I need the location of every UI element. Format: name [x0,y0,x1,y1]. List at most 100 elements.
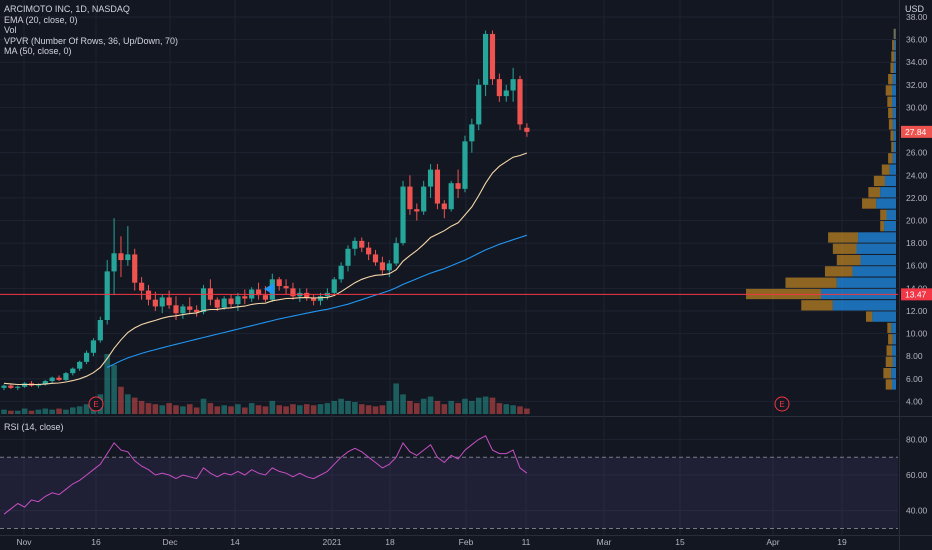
last-price-tag [901,125,932,138]
price-tick-label: 6.00 [906,374,923,384]
vpvr-down-bar [891,51,895,62]
candle-body [421,186,427,212]
volume-bar [372,406,379,414]
time-tick-label: 2021 [323,537,342,547]
vpvr-up-bar [894,51,896,62]
candle-body [366,247,372,255]
price-tick-label: 34.00 [906,57,928,67]
vpvr-down-bar [892,40,895,51]
vpvr-down-bar [885,85,893,96]
time-axis[interactable]: Nov 16 Dec 14 2021 18 Feb 11 Mar 15 Apr 19 [16,537,847,547]
vpvr-up-bar [891,322,896,334]
volume-bar [420,398,427,414]
rsi-pane [0,435,898,529]
legend-vpvr[interactable]: VPVR (Number Of Rows, 36, Up/Down, 70) [4,35,179,46]
volume-bar [235,404,241,414]
candle-body [77,361,83,369]
candle-body [510,79,516,91]
volume-bar [1,409,7,414]
time-tick-label: Mar [597,537,612,547]
candle-body [352,240,358,249]
candle-body [427,169,434,187]
candle-body [434,169,441,204]
volume-bar [49,409,55,414]
vpvr-up-bar [892,334,896,345]
rsi-legend[interactable]: RSI (14, close) [4,422,64,432]
candle-body [496,79,502,97]
volume-bar [242,407,248,414]
vpvr-up-bar [886,209,896,221]
rsi-line [3,435,528,515]
vpvr-up-bar [860,254,896,266]
candle-body [90,340,97,353]
volume-bar [255,405,262,414]
volume-bar [276,405,282,414]
legend-ema[interactable]: EMA (20, close, 0) [4,14,78,25]
vpvr-down-bar [828,232,859,243]
volume-bar [297,405,303,414]
volume-bar [358,404,365,414]
volume-bar [56,408,62,414]
vpvr-down-bar [885,356,893,368]
volume-bar [35,409,42,414]
candle-body [331,279,337,293]
candle-body [118,253,124,261]
candle-body [379,262,385,271]
candle-body [15,386,21,388]
rsi-tick-label: 40.00 [906,506,928,516]
candle-body [166,297,172,306]
vpvr-up-bar [894,40,896,51]
price-axis[interactable]: 38.0036.0034.0032.0030.0028.0026.0024.00… [901,12,932,516]
candle-body [125,254,131,261]
volume-bar [104,354,110,414]
candle-body [489,33,496,80]
volume-bar [200,398,207,414]
candle-body [393,243,399,264]
candle-body [414,209,420,212]
vpvr-up-bar [889,164,896,175]
volume-bar [83,404,90,414]
volume-bar [427,396,434,414]
vpvr-up-bar [892,85,896,96]
vpvr-up-bar [892,356,896,368]
candle-body [317,296,324,301]
vpvr-up-bar [836,277,896,288]
candle-body [200,288,207,313]
volume-bar [193,407,200,414]
vpvr-down-bar [868,187,881,198]
volume-bar [221,405,227,414]
vpvr-up-bar [872,311,896,322]
volume-bar [469,400,475,414]
volume-bar [228,406,234,414]
currency-label[interactable]: USD [904,4,924,14]
time-tick-label: 18 [385,537,395,547]
price-tick-label: 26.00 [906,148,928,158]
legend-vol[interactable]: Vol [4,25,17,35]
vpvr-down-bar [890,62,894,74]
indicator-lines [3,152,528,386]
volume-bar [393,383,399,414]
legend-ma[interactable]: MA (50, close, 0) [4,46,72,56]
vpvr-up-bar [892,107,896,119]
candle-body [1,385,7,388]
chart-legend: ARCIMOTO INC, 1D, NASDAQ EMA (20, close,… [4,4,178,57]
vpvr-down-bar [886,345,893,356]
vpvr-up-bar [893,62,896,74]
legend-title[interactable]: ARCIMOTO INC, 1D, NASDAQ [4,4,130,14]
volume-bar [503,404,510,414]
volume-bar [455,403,461,414]
candle-body [235,296,241,305]
candle-body [448,183,454,210]
vpvr-down-bar [888,334,893,345]
candle-body [221,298,227,308]
earnings-marker-icon [774,396,790,412]
vpvr-down-bar [893,28,896,40]
volume-bar [214,406,221,414]
vpvr-down-bar [785,277,837,288]
volume-bar [283,406,289,414]
candle-body [359,240,365,248]
rsi-band-fill [0,457,898,529]
price-tick-label: 36.00 [906,35,928,45]
